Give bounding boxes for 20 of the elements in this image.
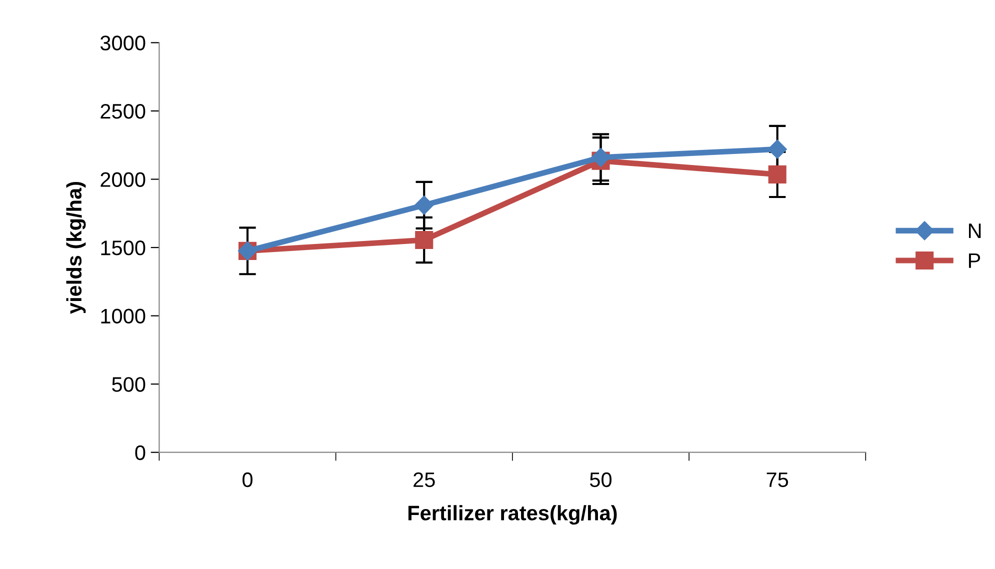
y-axis-title: yields (kg/ha) (66, 182, 86, 314)
x-axis-title: Fertilizer rates(kg/ha) (408, 505, 617, 525)
x-tick-label: 75 (766, 472, 788, 488)
point (768, 165, 786, 184)
point (768, 140, 787, 159)
y-tick-label: 0 (135, 445, 146, 460)
x-tick-label: 50 (590, 472, 612, 488)
point (415, 230, 434, 250)
y-tick-label: 500 (112, 377, 146, 392)
x-tick-label: 25 (414, 472, 435, 488)
y-tick-label: 3000 (100, 36, 146, 50)
y-tick-label: 1000 (101, 308, 146, 324)
point (591, 148, 610, 167)
point (414, 196, 434, 215)
y-tick-label: 2000 (100, 172, 146, 187)
y-tick-label: 1500 (101, 240, 146, 256)
x-tick-label: 0 (242, 472, 252, 488)
y-tick-label: 2500 (100, 104, 146, 119)
legend-label: P (968, 253, 980, 268)
legend-label: N (968, 224, 981, 238)
